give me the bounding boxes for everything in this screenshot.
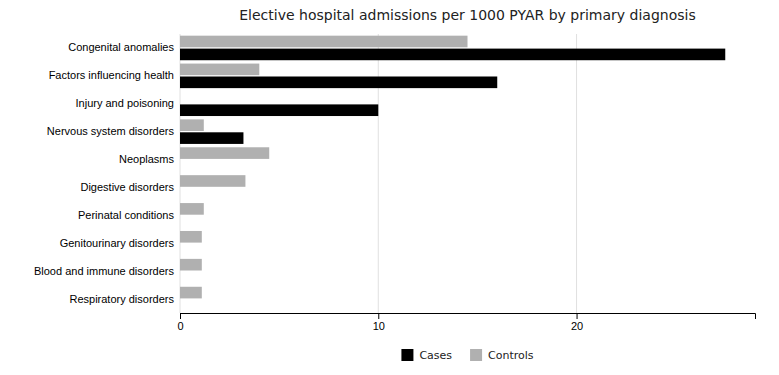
legend-label: Controls	[488, 349, 534, 362]
chart: Elective hospital admissions per 1000 PY…	[0, 0, 779, 375]
series	[180, 36, 468, 299]
bar	[180, 160, 181, 172]
bar	[180, 272, 181, 284]
legend: Cases Controls	[401, 349, 533, 362]
tick: Congenital anomalies	[68, 41, 174, 53]
tick: Neoplasms	[119, 153, 175, 165]
bar	[180, 188, 181, 200]
grid	[180, 34, 577, 313]
tick: Factors influencing health	[49, 69, 174, 81]
series	[180, 49, 725, 144]
bar	[180, 231, 202, 243]
tick-label: Perinatal conditions	[78, 209, 175, 221]
bar	[180, 76, 497, 88]
legend-swatch	[470, 349, 482, 361]
tick: Genitourinary disorders	[60, 237, 175, 249]
tick-label: 10	[373, 320, 385, 332]
tick-mark	[577, 313, 578, 319]
bar	[180, 132, 243, 144]
legend-item: Cases	[401, 349, 452, 362]
tick-label: 20	[571, 320, 583, 332]
x-axis: 0 10 20	[177, 313, 755, 332]
y-axis: Respiratory disorders Blood and immune di…	[34, 41, 175, 304]
tick-label: Congenital anomalies	[68, 41, 174, 53]
bar	[180, 104, 378, 116]
bar	[180, 300, 181, 312]
tick: 10	[373, 313, 385, 332]
legend-item: Controls	[470, 349, 534, 362]
tick-label: Injury and poisoning	[76, 97, 174, 109]
tick: Perinatal conditions	[78, 209, 175, 221]
tick-label: Neoplasms	[119, 153, 175, 165]
bar	[180, 64, 259, 76]
bar	[180, 91, 181, 103]
bar	[180, 203, 204, 215]
tick-label: Respiratory disorders	[69, 293, 174, 305]
tick-mark	[180, 313, 181, 319]
tick: Respiratory disorders	[69, 293, 174, 305]
bar	[180, 287, 202, 299]
tick-label: 0	[177, 320, 183, 332]
grid-line	[576, 34, 577, 313]
tick-label: Genitourinary disorders	[60, 237, 175, 249]
bar	[180, 36, 468, 48]
bar	[180, 119, 204, 131]
plot: 0 10 20 Respiratory disorders Blood and immu…	[34, 34, 756, 332]
tick: Injury and poisoning	[76, 97, 174, 109]
tick-mark	[378, 313, 379, 319]
tick-label: Nervous system disorders	[47, 125, 175, 137]
bar	[180, 49, 725, 61]
tick: 0	[177, 313, 183, 332]
bar	[180, 147, 269, 159]
tick: Digestive disorders	[80, 181, 174, 193]
tick-label: Blood and immune disorders	[34, 265, 175, 277]
bar	[180, 216, 181, 228]
tick-label: Factors influencing health	[49, 69, 174, 81]
tick: Nervous system disorders	[47, 125, 175, 137]
bar	[180, 259, 202, 271]
bar	[180, 175, 245, 187]
tick: 20	[571, 313, 583, 332]
grid-line	[180, 34, 181, 313]
title: Elective hospital admissions per 1000 PY…	[239, 7, 696, 23]
legend-swatch	[401, 349, 413, 361]
axis-line	[181, 314, 756, 320]
grid-line	[378, 34, 379, 313]
tick-label: Digestive disorders	[80, 181, 174, 193]
tick: Blood and immune disorders	[34, 265, 175, 277]
legend-label: Cases	[419, 349, 452, 362]
bars	[180, 36, 725, 299]
bar	[180, 244, 181, 256]
